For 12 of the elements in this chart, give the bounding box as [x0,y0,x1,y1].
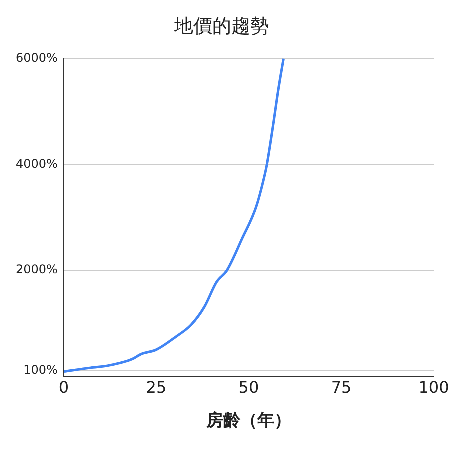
y-tick-label: 2000% [16,262,58,277]
x-tick-label: 25 [146,378,167,398]
chart-title: 地價的趨勢 [174,15,270,38]
x-tick-label: 50 [238,378,260,398]
x-tick-label: 0 [58,378,70,398]
y-tick-label: 100% [24,363,58,378]
y-tick-label: 4000% [16,156,58,171]
y-tick-label: 6000% [16,50,58,65]
x-tick-label: 100 [418,378,450,398]
x-tick-label: 75 [331,378,352,398]
line-series [64,58,286,374]
x-axis-title: 房齡（年） [205,411,292,432]
